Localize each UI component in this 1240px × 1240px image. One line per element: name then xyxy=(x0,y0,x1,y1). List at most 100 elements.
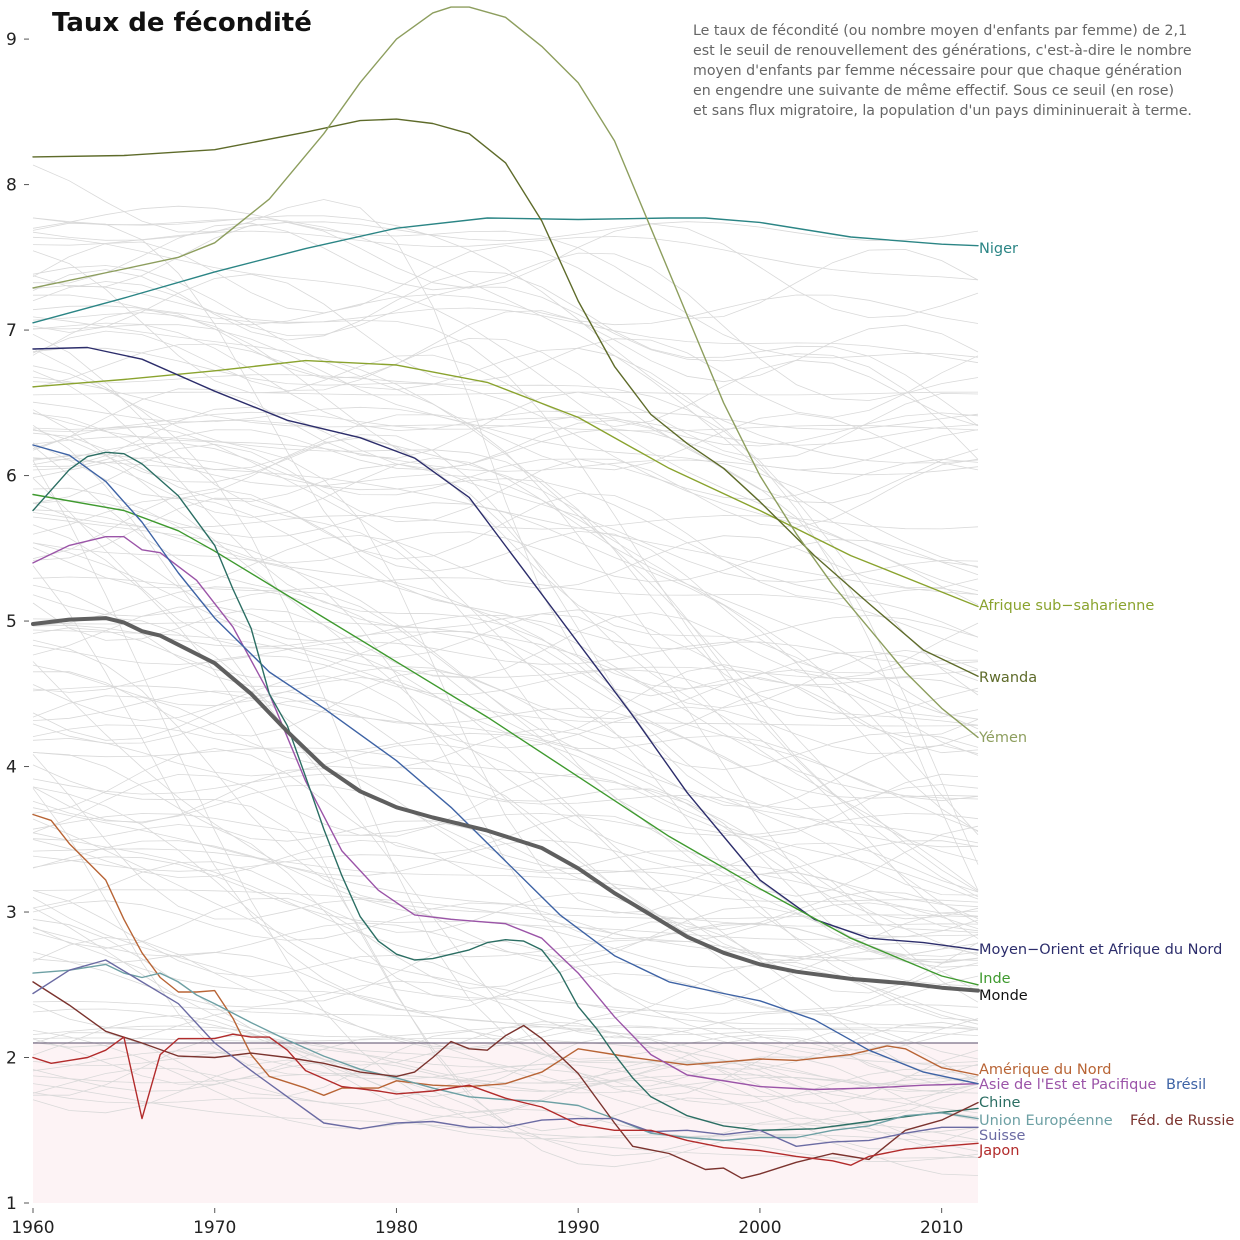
y-tick-label: 1 xyxy=(6,1194,17,1214)
background-country-line xyxy=(32,890,979,1022)
series-line xyxy=(32,981,979,1179)
background-country-line xyxy=(32,807,979,927)
background-country-line xyxy=(32,542,979,987)
background-country-line xyxy=(32,205,979,359)
background-country-line xyxy=(32,391,979,396)
background-country-line xyxy=(32,1083,979,1142)
background-country-line xyxy=(32,365,979,932)
series-line xyxy=(32,359,979,608)
background-country-line xyxy=(32,936,979,1010)
background-country-line xyxy=(32,690,979,799)
background-country-line xyxy=(32,499,979,832)
note-line: moyen d'enfants par femme nécessaire pou… xyxy=(693,63,1183,79)
background-country-line xyxy=(32,330,979,865)
background-country-line xyxy=(32,401,979,568)
threshold-note: Le taux de fécondité (ou nombre moyen d'… xyxy=(693,21,1233,121)
series-end-label: Afrique sub−saharienne xyxy=(979,598,1154,614)
background-country-line xyxy=(32,617,979,808)
chart-title: Taux de fécondité xyxy=(52,8,312,38)
background-country-line xyxy=(32,586,979,933)
series-line xyxy=(32,1033,979,1166)
background-country-line xyxy=(32,534,979,590)
background-country-line xyxy=(32,861,979,962)
background-country-line xyxy=(32,348,979,1100)
background-country-line xyxy=(32,217,979,567)
series-line xyxy=(32,493,979,986)
series-end-label: Asie de l'Est et Pacifique xyxy=(979,1077,1157,1093)
series-line xyxy=(32,217,979,324)
background-country-line xyxy=(32,584,979,720)
background-country-line xyxy=(32,812,979,837)
background-country-line xyxy=(33,1034,979,1104)
x-tick-label: 1970 xyxy=(193,1218,236,1238)
background-country-line xyxy=(32,897,979,994)
background-country-line xyxy=(32,1036,979,1086)
background-country-line xyxy=(32,460,979,1159)
series-line xyxy=(32,6,979,739)
background-country-line xyxy=(32,443,979,528)
background-country-line xyxy=(32,724,979,900)
y-tick-label: 6 xyxy=(6,467,17,487)
note-line: en engendre une suivante de même effecti… xyxy=(693,83,1174,99)
background-country-line xyxy=(32,627,979,924)
background-country-line xyxy=(32,685,979,844)
background-country-line xyxy=(32,222,979,709)
series-line xyxy=(32,959,979,1147)
background-country-line xyxy=(32,654,979,720)
series-line xyxy=(32,118,979,677)
background-country-line xyxy=(32,1008,979,1141)
background-country-line xyxy=(32,241,979,320)
background-country-line xyxy=(32,222,979,319)
background-country-line xyxy=(32,230,979,281)
background-country-line xyxy=(32,457,979,638)
series-end-label: Rwanda xyxy=(979,670,1037,686)
background-country-line xyxy=(32,428,979,471)
background-country-line xyxy=(32,737,979,1021)
background-country-line xyxy=(32,457,979,595)
background-country-line xyxy=(32,437,979,718)
background-country-line xyxy=(32,502,979,650)
background-country-line xyxy=(32,488,979,600)
background-country-line xyxy=(32,1030,979,1138)
background-country-line xyxy=(32,347,979,606)
background-country-line xyxy=(32,281,979,460)
background-country-line xyxy=(32,605,979,693)
background-country-line xyxy=(32,691,979,963)
series-end-label: Japon xyxy=(978,1143,1019,1159)
background-country-line xyxy=(32,512,979,530)
background-country-line xyxy=(32,951,979,1013)
note-line: et sans flux migratoire, la population d… xyxy=(693,103,1192,119)
y-tick-label: 2 xyxy=(6,1049,17,1069)
background-country-line xyxy=(32,273,979,418)
y-tick-label: 4 xyxy=(6,758,17,778)
background-country-line xyxy=(32,764,979,1151)
series-end-label: Inde xyxy=(979,971,1011,987)
background-country-line xyxy=(32,773,979,848)
series-line xyxy=(32,444,979,1085)
background-country-line xyxy=(32,754,979,964)
background-country-line xyxy=(32,487,979,583)
series-line xyxy=(32,346,979,951)
background-country-line xyxy=(32,932,979,1067)
background-country-line xyxy=(32,824,979,1015)
background-country-line xyxy=(32,164,979,754)
background-country-line xyxy=(32,786,979,1014)
background-country-line xyxy=(32,497,979,674)
background-country-line xyxy=(32,1067,979,1105)
series-end-label: Yémen xyxy=(978,730,1027,746)
background-country-line xyxy=(32,309,979,383)
background-country-line xyxy=(32,1030,979,1097)
background-country-line xyxy=(32,343,979,891)
series-line xyxy=(32,451,979,1131)
background-country-line xyxy=(32,428,979,896)
background-country-line xyxy=(32,889,979,961)
series-end-label: Chine xyxy=(979,1095,1021,1111)
background-country-line xyxy=(32,412,979,476)
background-country-line xyxy=(32,411,979,430)
y-tick-label: 8 xyxy=(6,176,17,196)
series-end-label: Moyen−Orient et Afrique du Nord xyxy=(979,942,1222,958)
background-country-line xyxy=(32,322,979,447)
background-country-line xyxy=(32,425,979,770)
background-country-line xyxy=(32,497,979,811)
